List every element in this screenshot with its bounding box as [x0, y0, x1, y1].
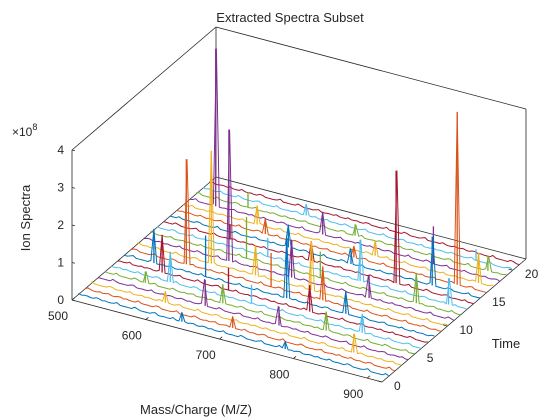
x-axis-title: Mass/Charge (M/Z) — [140, 402, 252, 417]
spectrum-trace — [91, 280, 402, 366]
z-tick-label: 4 — [57, 143, 64, 157]
z-tick-label: 2 — [57, 218, 64, 232]
spectrum-trace — [202, 187, 514, 271]
chart-title: Extracted Spectra Subset — [216, 10, 364, 25]
y-tick-label: 20 — [525, 267, 539, 281]
x-tick-mark — [293, 356, 297, 359]
x-axis-line — [71, 299, 383, 383]
spectrum-trace — [209, 181, 520, 266]
spectrum-trace — [124, 228, 435, 337]
x-tick-mark — [145, 316, 149, 320]
x-tick-label: 900 — [343, 387, 363, 401]
y-tick-mark — [442, 324, 448, 327]
spectrum-trace — [170, 215, 481, 299]
z-tick-mark — [71, 299, 76, 302]
y-tick-label: 15 — [492, 295, 506, 309]
z-exponent-power: 8 — [32, 122, 37, 132]
back-floor-edge — [215, 176, 527, 260]
spectrum-trace — [111, 251, 422, 349]
y-tick-label: 10 — [459, 323, 473, 337]
spectrum-trace — [130, 159, 442, 332]
spectrum-trace — [150, 230, 461, 316]
y-tick-mark — [377, 380, 383, 383]
z-tick-label: 3 — [57, 181, 64, 195]
spectrum-trace — [78, 292, 389, 377]
left-top-edge — [71, 26, 217, 151]
z-axis-exponent: ×108 — [12, 122, 37, 139]
spectrum-trace — [183, 204, 494, 287]
x-tick-mark — [219, 336, 223, 340]
z-exponent-base: ×10 — [12, 125, 33, 139]
x-tick-label: 700 — [196, 348, 216, 362]
spectra-lines — [78, 48, 520, 377]
y-axis-title: Time — [492, 336, 520, 351]
x-tick-mark — [366, 375, 371, 379]
z-axis-title: Ion Spectra — [18, 184, 33, 251]
spectrum-trace — [143, 129, 455, 321]
z-tick-mark — [71, 187, 76, 189]
z-tick-label: 0 — [57, 293, 64, 307]
x-tick-label: 800 — [269, 368, 289, 382]
x-tick-label: 500 — [48, 309, 68, 323]
spectrum-trace — [163, 170, 474, 305]
z-tick-mark — [71, 262, 76, 264]
z-tick-label: 1 — [57, 256, 64, 270]
x-tick-mark — [71, 297, 75, 301]
z-tick-mark — [71, 224, 76, 227]
axis-ticks: 500 600 700 800 900 0 5 10 15 20 0 1 2 3 4 — [48, 143, 539, 401]
spectrum-trace — [104, 270, 415, 355]
z-tick-mark — [71, 149, 76, 152]
y-tick-label: 5 — [427, 351, 434, 365]
spectrum-trace — [117, 234, 428, 343]
x-tick-label: 600 — [122, 329, 142, 343]
spectrum-trace — [189, 48, 501, 282]
spectrum-trace — [84, 287, 396, 372]
y-tick-label: 0 — [394, 379, 401, 393]
spectrum-trace — [137, 150, 448, 326]
back-top-edge — [215, 26, 527, 110]
